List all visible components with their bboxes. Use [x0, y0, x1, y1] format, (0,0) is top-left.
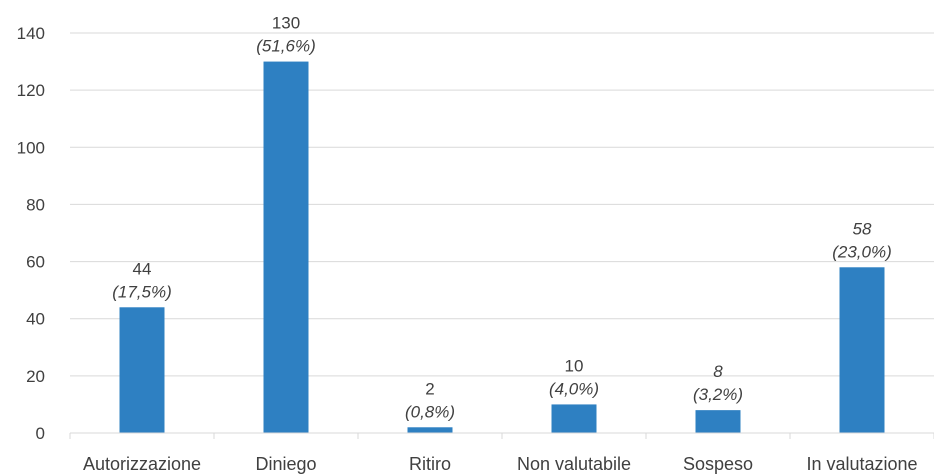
data-label-percent: (23,0%): [832, 242, 892, 261]
label-layer: 0 20 40 60 80 100 120 140 Autorizzazione 44 (17,5%…: [17, 14, 918, 474]
data-label-value: 130: [272, 14, 300, 33]
x-category-label: Diniego: [255, 454, 316, 474]
data-label-value: 10: [565, 356, 584, 375]
data-label-value: 2: [425, 379, 434, 398]
data-label-percent: (17,5%): [112, 282, 172, 301]
data-label-percent: (3,2%): [693, 385, 743, 404]
y-tick-label: 20: [26, 367, 45, 386]
bar-non-valutabile: [551, 404, 597, 433]
x-category-label: Ritiro: [409, 454, 451, 474]
y-tick-label: 100: [17, 138, 45, 157]
data-label-percent: (51,6%): [256, 37, 316, 56]
y-tick-label: 0: [36, 424, 45, 443]
axis-layer: [69, 432, 934, 439]
bar-autorizzazione: [119, 307, 165, 433]
data-label-percent: (0,8%): [405, 402, 455, 421]
y-tick-label: 60: [26, 253, 45, 272]
x-category-label: Non valutabile: [517, 454, 631, 474]
y-tick-label: 40: [26, 310, 45, 329]
bar-ritiro: [407, 427, 453, 433]
bar-diniego: [263, 61, 309, 433]
x-category-label: Autorizzazione: [83, 454, 201, 474]
bar-sospeso: [695, 410, 741, 433]
grid-layer: [70, 32, 934, 377]
bar-layer: [119, 61, 885, 433]
data-label-value: 44: [133, 259, 152, 278]
y-tick-label: 120: [17, 81, 45, 100]
x-category-label: Sospeso: [683, 454, 753, 474]
bar-in-valutazione: [839, 267, 885, 433]
x-category-label: In valutazione: [806, 454, 917, 474]
y-tick-label: 80: [26, 195, 45, 214]
y-tick-label: 140: [17, 24, 45, 43]
data-label-value: 58: [853, 219, 872, 238]
data-label-value: 8: [713, 362, 723, 381]
data-label-percent: (4,0%): [549, 379, 599, 398]
